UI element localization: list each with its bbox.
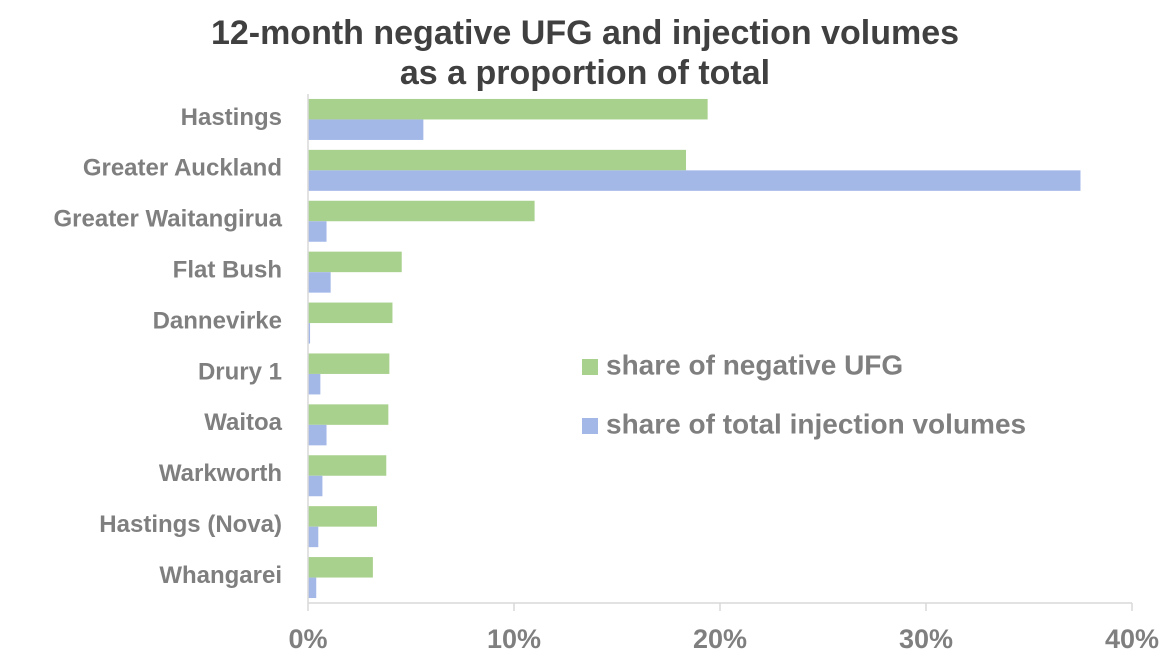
bar bbox=[308, 557, 373, 578]
bar bbox=[308, 424, 327, 446]
y-tick-label: Whangarei bbox=[159, 562, 282, 589]
chart-title: as a proportion of total bbox=[400, 54, 770, 92]
y-tick-label: Waitoa bbox=[204, 409, 282, 436]
bar bbox=[308, 506, 378, 527]
bar bbox=[308, 119, 424, 140]
legend-label: share of total injection volumes bbox=[606, 408, 1026, 439]
bar bbox=[308, 353, 390, 374]
bar bbox=[308, 98, 708, 120]
y-tick-label: Hastings (Nova) bbox=[99, 511, 282, 538]
x-tick-label: 40% bbox=[1105, 624, 1159, 654]
y-tick-label: Hastings bbox=[181, 104, 282, 131]
y-tick-label: Warkworth bbox=[159, 460, 282, 487]
x-tick-label: 10% bbox=[487, 624, 541, 654]
x-tick-label: 30% bbox=[899, 624, 953, 654]
bar bbox=[308, 302, 393, 324]
bar bbox=[308, 221, 327, 242]
y-tick-label: Greater Waitangirua bbox=[53, 206, 282, 233]
y-tick-label: Drury 1 bbox=[198, 358, 282, 385]
legend-label: share of negative UFG bbox=[606, 349, 903, 380]
y-tick-label: Flat Bush bbox=[173, 256, 282, 283]
bar bbox=[308, 323, 311, 344]
bar bbox=[308, 373, 321, 395]
chart-title: 12-month negative UFG and injection volu… bbox=[211, 14, 959, 52]
bar bbox=[308, 170, 1081, 191]
legend-swatch bbox=[582, 359, 598, 375]
bar bbox=[308, 149, 687, 171]
y-tick-label: Greater Auckland bbox=[83, 155, 282, 182]
y-tick-label: Dannevirke bbox=[153, 307, 282, 334]
bar bbox=[308, 251, 402, 273]
bar bbox=[308, 455, 387, 476]
bar bbox=[308, 526, 319, 548]
bar bbox=[308, 200, 535, 222]
bar bbox=[308, 272, 331, 293]
bar bbox=[308, 404, 389, 425]
bar bbox=[308, 475, 323, 497]
bar bbox=[308, 577, 317, 599]
x-tick-label: 0% bbox=[288, 624, 327, 654]
legend-swatch bbox=[582, 418, 598, 434]
x-tick-label: 20% bbox=[693, 624, 747, 654]
